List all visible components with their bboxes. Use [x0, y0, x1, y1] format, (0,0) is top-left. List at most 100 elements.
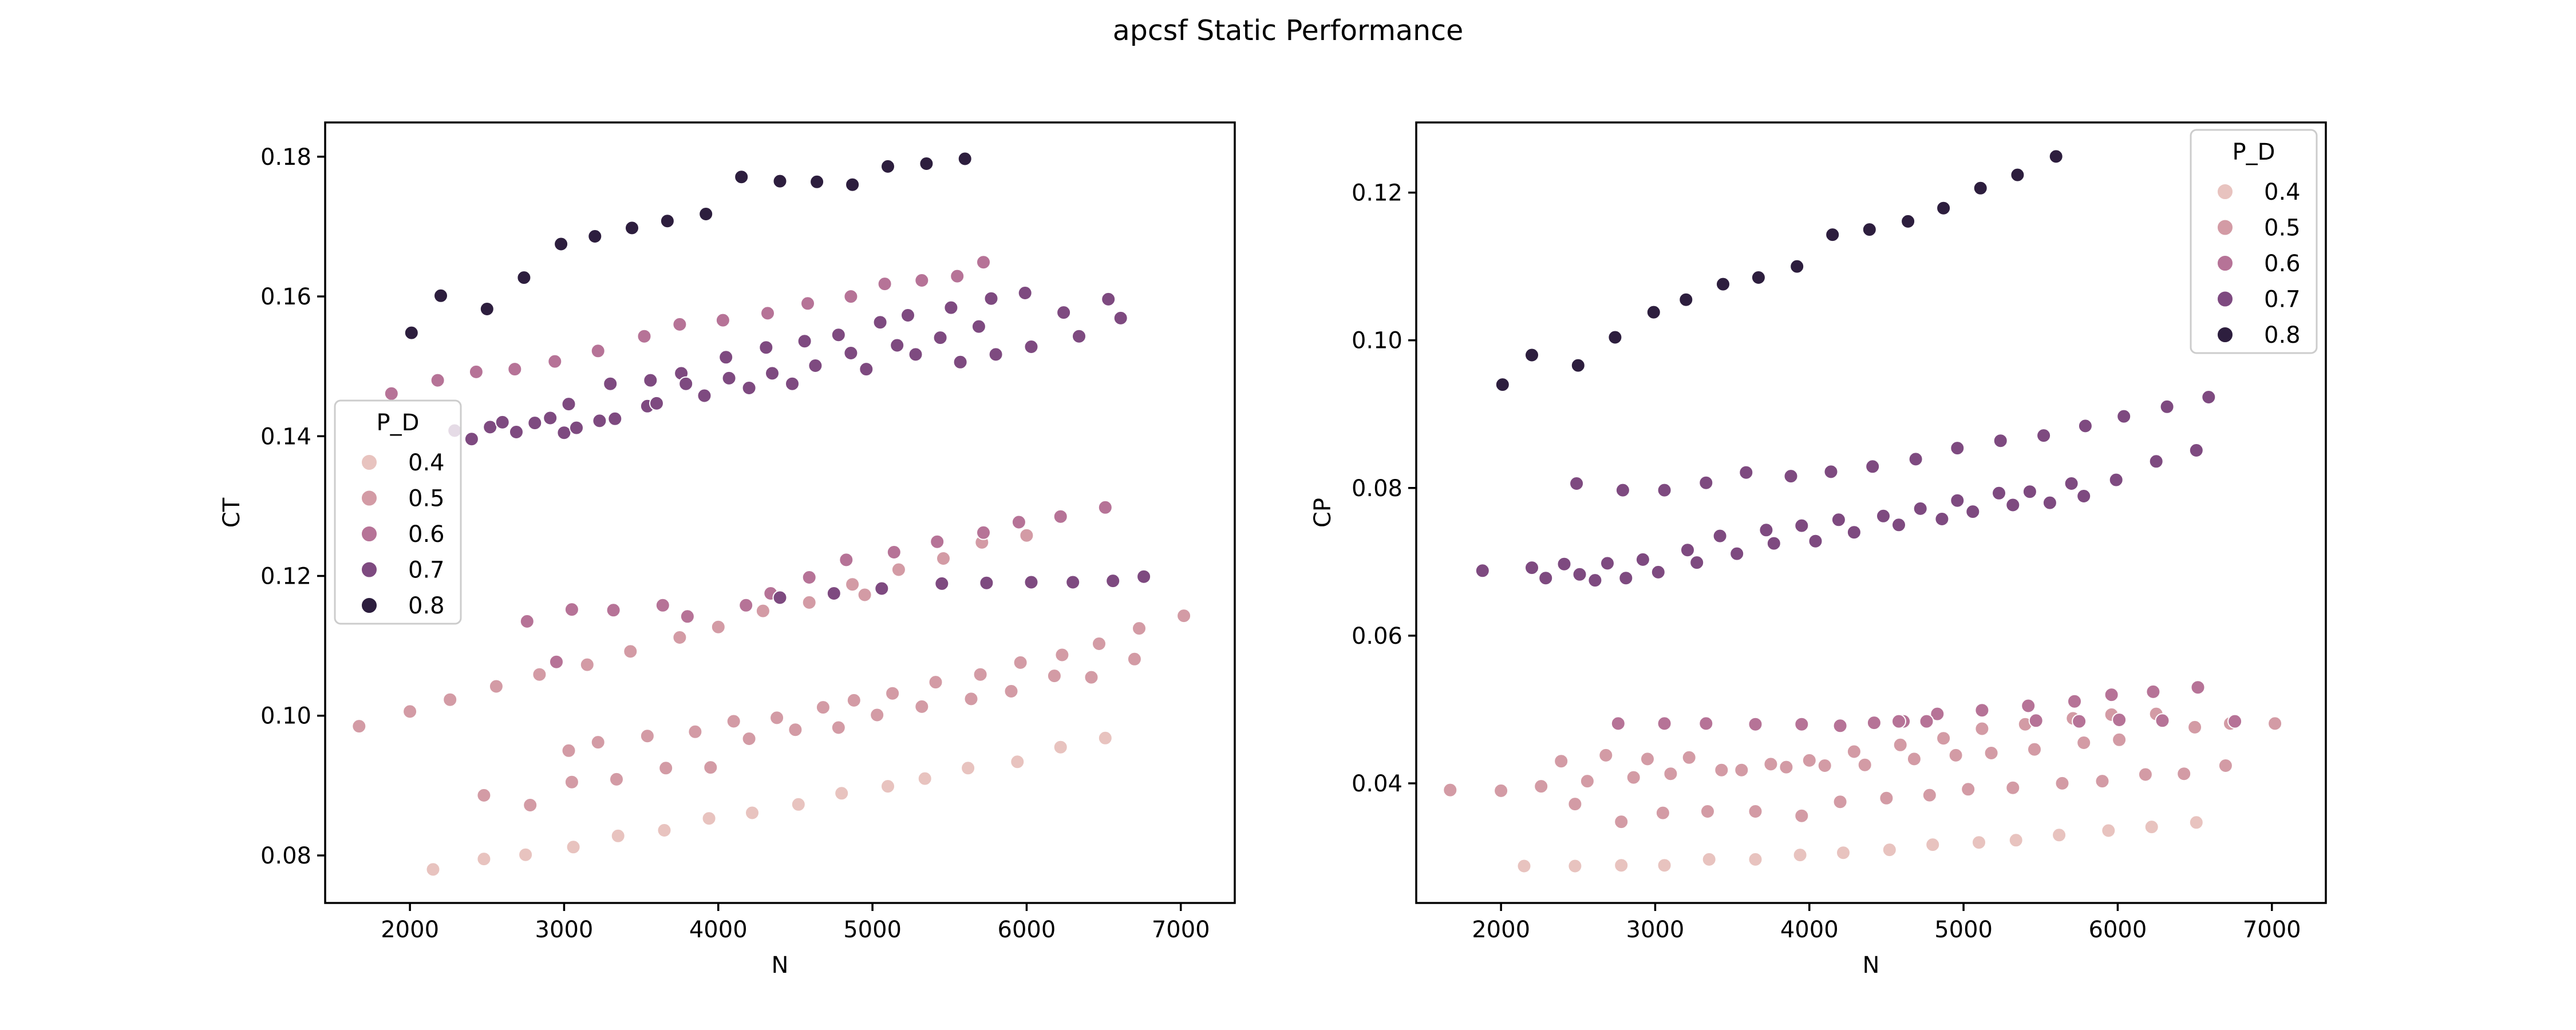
data-point-pd-0-8 — [404, 325, 419, 340]
data-point-pd-0-4 — [1614, 858, 1629, 873]
data-point-pd-0-6 — [637, 328, 652, 344]
data-point-pd-0-6 — [2067, 694, 2082, 709]
data-point-pd-0-7 — [1587, 573, 1603, 588]
y-tick-label: 0.12 — [260, 564, 311, 590]
data-point-pd-0-5 — [1700, 804, 1715, 819]
data-point-pd-0-5 — [914, 699, 930, 714]
data-point-pd-0-7 — [721, 370, 737, 386]
data-point-pd-0-7 — [1650, 564, 1666, 580]
data-point-pd-0-7 — [2005, 497, 2021, 513]
data-point-pd-0-8 — [1936, 200, 1951, 216]
data-point-pd-0-7 — [1992, 485, 2006, 501]
data-point-pd-0-5 — [846, 692, 862, 708]
data-point-pd-0-7 — [1056, 305, 1072, 320]
data-point-pd-0-7 — [1993, 433, 2008, 449]
data-point-pd-0-6 — [1930, 706, 1945, 722]
data-point-pd-0-7 — [1766, 536, 1781, 551]
data-point-pd-0-7 — [1876, 508, 1891, 524]
data-point-pd-0-6 — [738, 597, 754, 613]
legend: P_D 0.4 0.5 0.6 0.7 0.8 — [2190, 129, 2318, 354]
data-point-pd-0-7 — [859, 362, 874, 377]
data-point-pd-0-6 — [2112, 712, 2127, 727]
data-point-pd-0-7 — [797, 334, 812, 349]
data-point-pd-0-6 — [1891, 714, 1906, 729]
data-point-pd-0-6 — [1832, 718, 1848, 734]
data-point-pd-0-8 — [516, 270, 532, 286]
data-point-pd-0-4 — [1748, 851, 1763, 867]
data-point-pd-0-4 — [917, 771, 933, 786]
figure-title: apcsf Static Performance — [1113, 14, 1464, 47]
data-point-pd-0-5 — [1846, 744, 1862, 759]
data-point-pd-0-8 — [2048, 149, 2064, 164]
data-point-pd-0-5 — [1598, 747, 1614, 763]
x-tick-label: 7000 — [1152, 917, 1210, 943]
data-point-pd-0-4 — [1792, 847, 1808, 863]
data-point-pd-0-7 — [697, 388, 712, 403]
data-point-pd-0-5 — [870, 707, 885, 723]
data-point-pd-0-4 — [1701, 851, 1717, 867]
data-point-pd-0-6 — [801, 570, 817, 585]
data-point-pd-0-8 — [1825, 227, 1840, 243]
legend-marker — [361, 597, 378, 614]
data-point-pd-0-8 — [587, 229, 603, 244]
data-point-pd-0-8 — [772, 173, 788, 189]
x-axis-label: N — [772, 952, 789, 978]
y-tick-label: 0.10 — [1352, 328, 1402, 354]
y-tick-label: 0.10 — [260, 703, 311, 730]
data-point-pd-0-5 — [1046, 668, 1062, 684]
data-point-pd-0-5 — [1801, 752, 1817, 768]
data-point-pd-0-7 — [988, 347, 1003, 362]
data-point-pd-0-7 — [1105, 573, 1121, 589]
legend-entry-label: 0.4 — [2264, 179, 2301, 205]
data-point-pd-0-4 — [2052, 827, 2067, 843]
data-point-pd-0-6 — [2028, 713, 2044, 728]
data-point-pd-0-4 — [610, 828, 626, 843]
data-point-pd-0-5 — [1879, 790, 1894, 806]
data-point-pd-0-5 — [561, 743, 576, 758]
data-point-pd-0-4 — [2188, 815, 2204, 830]
data-point-pd-0-7 — [483, 419, 498, 435]
data-point-pd-0-6 — [877, 276, 892, 292]
data-point-pd-0-7 — [543, 410, 558, 426]
data-point-pd-0-7 — [943, 300, 959, 315]
data-point-pd-0-7 — [1024, 575, 1039, 590]
data-point-pd-0-8 — [734, 169, 749, 185]
data-point-pd-0-4 — [1882, 842, 1897, 858]
data-point-pd-0-4 — [961, 760, 976, 776]
data-point-pd-0-8 — [659, 213, 675, 229]
data-point-pd-0-7 — [2148, 454, 2164, 469]
y-axis-label: CT — [219, 497, 245, 528]
data-point-pd-0-4 — [745, 805, 760, 821]
data-point-pd-0-4 — [1971, 835, 1986, 850]
x-tick-label: 3000 — [535, 917, 594, 943]
data-point-pd-0-5 — [672, 630, 688, 645]
x-tick-label: 6000 — [998, 917, 1056, 943]
data-point-pd-0-5 — [845, 577, 860, 592]
data-point-pd-0-5 — [1948, 747, 1963, 763]
data-point-pd-0-6 — [886, 545, 902, 560]
data-point-pd-0-7 — [1615, 482, 1630, 498]
data-point-pd-0-5 — [639, 728, 655, 744]
data-point-pd-0-7 — [1569, 476, 1585, 491]
data-point-pd-0-7 — [979, 575, 994, 591]
data-point-pd-0-6 — [2072, 714, 2087, 729]
data-point-pd-0-5 — [1779, 759, 1794, 775]
data-point-pd-0-8 — [1789, 259, 1805, 274]
data-point-pd-0-7 — [2108, 472, 2124, 488]
data-point-pd-0-5 — [741, 731, 757, 746]
data-point-pd-0-7 — [1600, 556, 1615, 571]
data-point-pd-0-7 — [1865, 459, 1880, 474]
data-point-pd-0-7 — [933, 330, 948, 346]
legend-marker — [2217, 183, 2234, 200]
data-point-pd-0-5 — [1936, 731, 1951, 746]
y-tick-label: 0.16 — [260, 284, 311, 310]
data-point-pd-0-6 — [760, 306, 775, 321]
legend-marker — [2217, 326, 2234, 343]
data-point-pd-0-7 — [1618, 571, 1634, 586]
legend-title: P_D — [2233, 139, 2275, 165]
data-point-pd-0-5 — [1655, 805, 1670, 821]
data-point-pd-0-5 — [688, 724, 703, 739]
data-point-pd-0-5 — [442, 692, 458, 707]
y-axis-label: CP — [1310, 498, 1336, 528]
data-point-pd-0-7 — [1698, 475, 1714, 490]
